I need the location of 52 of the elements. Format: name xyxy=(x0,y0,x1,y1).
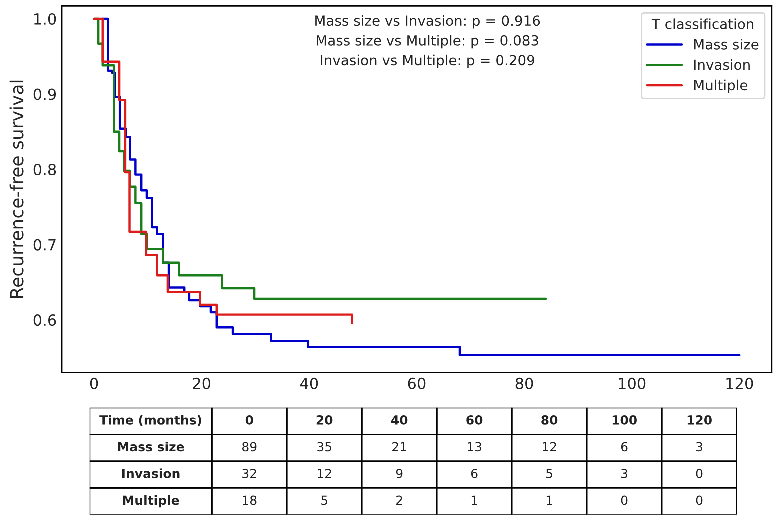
text: 6 xyxy=(471,468,478,478)
text: 32 xyxy=(242,468,256,478)
x-tick-label: 0 xyxy=(246,415,254,425)
x-tick-label: 80 xyxy=(516,378,534,390)
y-tick-label: Invasion xyxy=(122,468,180,478)
text: 1 xyxy=(546,496,552,506)
chart-title: Time (months) xyxy=(100,415,202,426)
x-tick-label: 60 xyxy=(466,415,483,425)
y-tick-label: Mass size xyxy=(118,442,184,452)
y-axis-title: Recurrence-free survival xyxy=(10,80,24,298)
text: 5 xyxy=(546,469,552,478)
annotation: Mass size vs Invasion: p = 0.916 xyxy=(316,15,540,29)
y-tick-label: 0.8 xyxy=(34,164,56,176)
text: 21 xyxy=(392,442,406,452)
x-tick-label: 120 xyxy=(726,378,754,390)
text: 1 xyxy=(472,496,478,506)
y-tick-label: Multiple xyxy=(123,496,180,508)
x-tick-label: 20 xyxy=(193,378,211,390)
x-tick-label: 120 xyxy=(688,415,712,425)
y-tick-label: 0.6 xyxy=(34,314,56,326)
text: 0 xyxy=(696,468,703,478)
x-tick-label: 100 xyxy=(612,415,637,425)
text: 5 xyxy=(322,496,328,506)
x-tick-label: 100 xyxy=(619,378,646,390)
category-label: 0 xyxy=(696,496,703,506)
y-tick-label: 0.9 xyxy=(34,88,56,100)
x-tick-label: 20 xyxy=(316,415,333,425)
legend-label: Multiple xyxy=(694,80,748,94)
text: 35 xyxy=(318,442,332,452)
text: 3 xyxy=(622,468,628,478)
y-tick-label: 1.0 xyxy=(34,13,56,26)
text: 12 xyxy=(542,442,556,452)
y-tick-label: 0.7 xyxy=(34,239,56,251)
x-tick-label: 80 xyxy=(542,415,558,425)
x-tick-label: 40 xyxy=(300,378,318,390)
x-tick-label: 0 xyxy=(90,378,98,390)
text: 0 xyxy=(621,496,628,506)
legend-label: Mass size xyxy=(694,39,759,50)
text: 6 xyxy=(621,442,628,452)
legend-title: T classification xyxy=(652,18,754,30)
text: 89 xyxy=(242,442,257,452)
legend-label: Invasion xyxy=(694,59,750,70)
text: 2 xyxy=(396,496,402,506)
x-tick-label: 60 xyxy=(408,378,426,390)
text: 13 xyxy=(468,442,482,452)
text: 3 xyxy=(696,442,703,452)
annotation: Invasion vs Multiple: p = 0.209 xyxy=(321,54,534,68)
text: 12 xyxy=(318,468,332,478)
annotation: Mass size vs Multiple: p = 0.083 xyxy=(317,35,538,49)
text: 18 xyxy=(243,496,257,506)
x-tick-label: 40 xyxy=(391,415,408,425)
text: 9 xyxy=(396,468,403,478)
